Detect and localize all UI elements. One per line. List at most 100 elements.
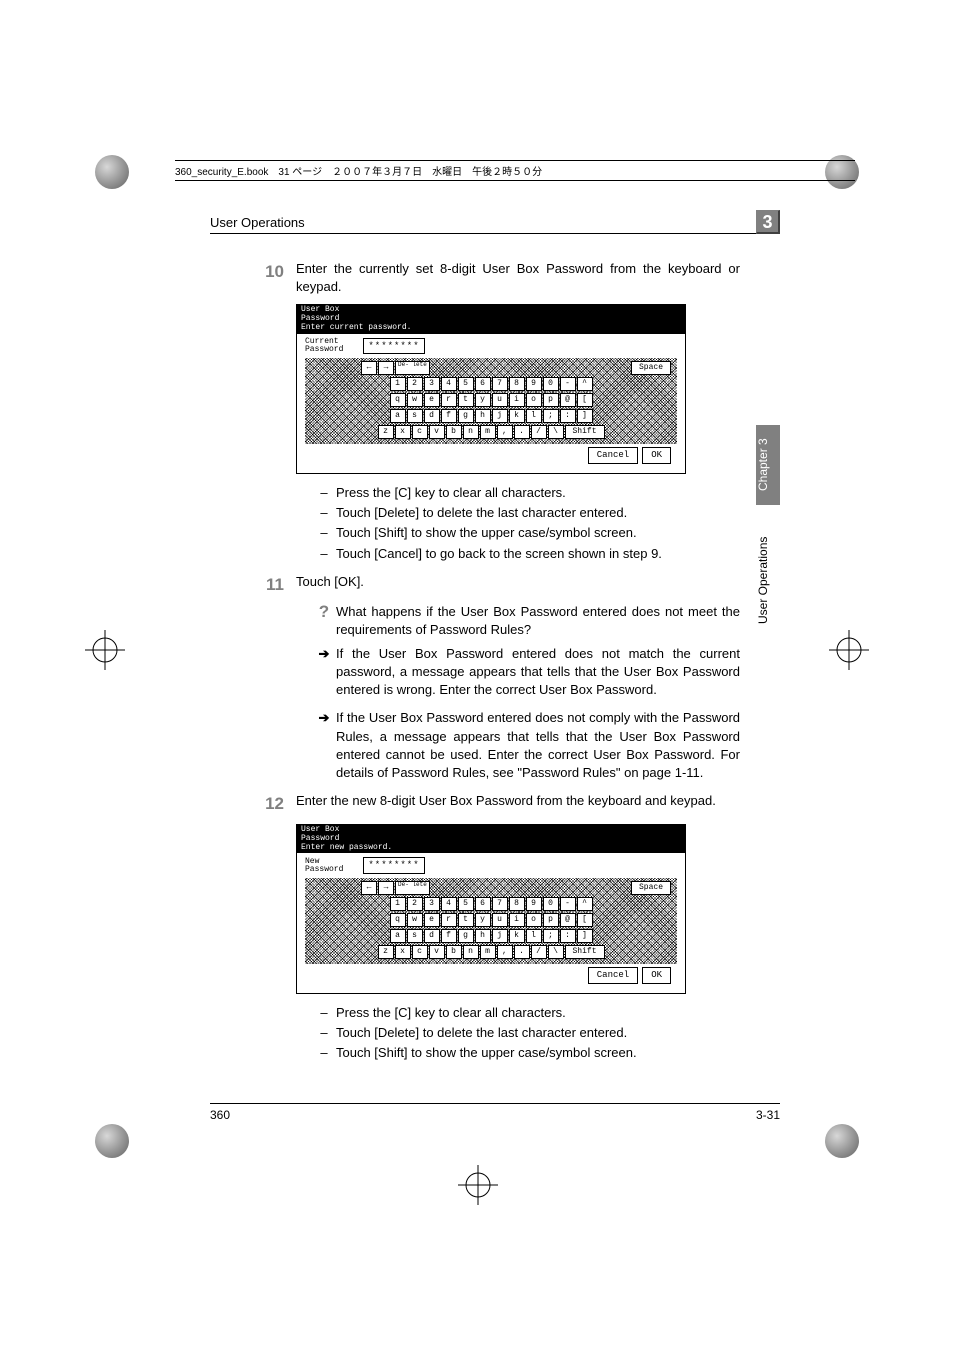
kb-key[interactable]: 0 bbox=[543, 377, 559, 391]
kb-key[interactable]: f bbox=[441, 929, 457, 943]
kb-key[interactable]: ] bbox=[577, 409, 593, 423]
kb-key[interactable]: 2 bbox=[407, 377, 423, 391]
kb-key[interactable]: 7 bbox=[492, 377, 508, 391]
kb-key[interactable]: t bbox=[458, 913, 474, 927]
kb-key[interactable]: / bbox=[531, 425, 547, 439]
kb-key-arrow-right[interactable]: → bbox=[378, 361, 394, 375]
kb-key[interactable]: 5 bbox=[458, 377, 474, 391]
kb-key-delete[interactable]: De- lete bbox=[395, 881, 430, 895]
kb-key[interactable]: 2 bbox=[407, 897, 423, 911]
kb-key[interactable]: [ bbox=[577, 913, 593, 927]
kb-key[interactable]: . bbox=[514, 945, 530, 959]
kb-key[interactable]: k bbox=[509, 409, 525, 423]
kb-key[interactable]: 6 bbox=[475, 377, 491, 391]
kb-key[interactable]: r bbox=[441, 913, 457, 927]
kb-key[interactable]: \ bbox=[548, 945, 564, 959]
kb-key[interactable]: z bbox=[378, 945, 394, 959]
kb-key-space[interactable]: Space bbox=[631, 361, 671, 375]
kb-key[interactable]: u bbox=[492, 393, 508, 407]
kb-password-field[interactable]: ******** bbox=[363, 857, 424, 874]
kb-key[interactable]: s bbox=[407, 929, 423, 943]
kb-key[interactable]: a bbox=[390, 409, 406, 423]
kb-key[interactable]: s bbox=[407, 409, 423, 423]
kb-key[interactable]: 8 bbox=[509, 377, 525, 391]
kb-key[interactable]: 4 bbox=[441, 897, 457, 911]
kb-key[interactable]: 3 bbox=[424, 897, 440, 911]
kb-key[interactable]: y bbox=[475, 913, 491, 927]
kb-key[interactable]: l bbox=[526, 409, 542, 423]
kb-key[interactable]: i bbox=[509, 393, 525, 407]
kb-key[interactable]: w bbox=[407, 393, 423, 407]
kb-key[interactable]: u bbox=[492, 913, 508, 927]
kb-key[interactable]: / bbox=[531, 945, 547, 959]
kb-key[interactable]: 8 bbox=[509, 897, 525, 911]
kb-key[interactable]: c bbox=[412, 425, 428, 439]
kb-key[interactable]: 6 bbox=[475, 897, 491, 911]
kb-key[interactable]: g bbox=[458, 409, 474, 423]
kb-key[interactable]: m bbox=[480, 425, 496, 439]
kb-key[interactable]: - bbox=[560, 377, 576, 391]
kb-key[interactable]: ] bbox=[577, 929, 593, 943]
kb-key[interactable]: h bbox=[475, 409, 491, 423]
kb-key[interactable]: g bbox=[458, 929, 474, 943]
kb-key[interactable]: [ bbox=[577, 393, 593, 407]
kb-key[interactable]: : bbox=[560, 929, 576, 943]
kb-key[interactable]: ^ bbox=[577, 897, 593, 911]
kb-key[interactable]: n bbox=[463, 425, 479, 439]
kb-key[interactable]: 7 bbox=[492, 897, 508, 911]
kb-ok-button[interactable]: OK bbox=[642, 967, 671, 984]
kb-key[interactable]: 4 bbox=[441, 377, 457, 391]
kb-key[interactable]: c bbox=[412, 945, 428, 959]
kb-key[interactable]: f bbox=[441, 409, 457, 423]
kb-key[interactable]: e bbox=[424, 393, 440, 407]
kb-key[interactable]: - bbox=[560, 897, 576, 911]
kb-cancel-button[interactable]: Cancel bbox=[588, 447, 638, 464]
kb-key[interactable]: q bbox=[390, 393, 406, 407]
kb-key-shift[interactable]: Shift bbox=[565, 425, 605, 439]
kb-key-arrow-left[interactable]: ← bbox=[361, 881, 377, 895]
kb-key[interactable]: i bbox=[509, 913, 525, 927]
kb-password-field[interactable]: ******** bbox=[363, 338, 424, 355]
kb-key[interactable]: v bbox=[429, 945, 445, 959]
kb-key-arrow-right[interactable]: → bbox=[378, 881, 394, 895]
kb-key[interactable]: r bbox=[441, 393, 457, 407]
kb-key[interactable]: , bbox=[497, 425, 513, 439]
kb-key[interactable]: t bbox=[458, 393, 474, 407]
kb-cancel-button[interactable]: Cancel bbox=[588, 967, 638, 984]
kb-key[interactable]: ; bbox=[543, 409, 559, 423]
kb-key[interactable]: 1 bbox=[390, 377, 406, 391]
kb-key[interactable]: z bbox=[378, 425, 394, 439]
kb-key[interactable]: , bbox=[497, 945, 513, 959]
kb-key[interactable]: p bbox=[543, 913, 559, 927]
kb-key[interactable]: ^ bbox=[577, 377, 593, 391]
kb-key[interactable]: . bbox=[514, 425, 530, 439]
kb-key[interactable]: y bbox=[475, 393, 491, 407]
kb-key[interactable]: w bbox=[407, 913, 423, 927]
kb-key[interactable]: o bbox=[526, 913, 542, 927]
kb-key[interactable]: h bbox=[475, 929, 491, 943]
kb-key[interactable]: n bbox=[463, 945, 479, 959]
kb-key[interactable]: ; bbox=[543, 929, 559, 943]
kb-key[interactable]: b bbox=[446, 945, 462, 959]
kb-key[interactable]: 3 bbox=[424, 377, 440, 391]
kb-ok-button[interactable]: OK bbox=[642, 447, 671, 464]
kb-key-arrow-left[interactable]: ← bbox=[361, 361, 377, 375]
kb-key[interactable]: @ bbox=[560, 913, 576, 927]
kb-key[interactable]: 5 bbox=[458, 897, 474, 911]
kb-key[interactable]: e bbox=[424, 913, 440, 927]
kb-key-shift[interactable]: Shift bbox=[565, 945, 605, 959]
kb-key[interactable]: m bbox=[480, 945, 496, 959]
kb-key-space[interactable]: Space bbox=[631, 881, 671, 895]
kb-key[interactable]: j bbox=[492, 929, 508, 943]
kb-key[interactable]: p bbox=[543, 393, 559, 407]
kb-key[interactable]: l bbox=[526, 929, 542, 943]
kb-key[interactable]: @ bbox=[560, 393, 576, 407]
kb-key[interactable]: x bbox=[395, 945, 411, 959]
kb-key[interactable]: a bbox=[390, 929, 406, 943]
kb-key[interactable]: v bbox=[429, 425, 445, 439]
kb-key[interactable]: 9 bbox=[526, 897, 542, 911]
kb-key[interactable]: 1 bbox=[390, 897, 406, 911]
kb-key[interactable]: d bbox=[424, 929, 440, 943]
kb-key[interactable]: b bbox=[446, 425, 462, 439]
kb-key[interactable]: \ bbox=[548, 425, 564, 439]
